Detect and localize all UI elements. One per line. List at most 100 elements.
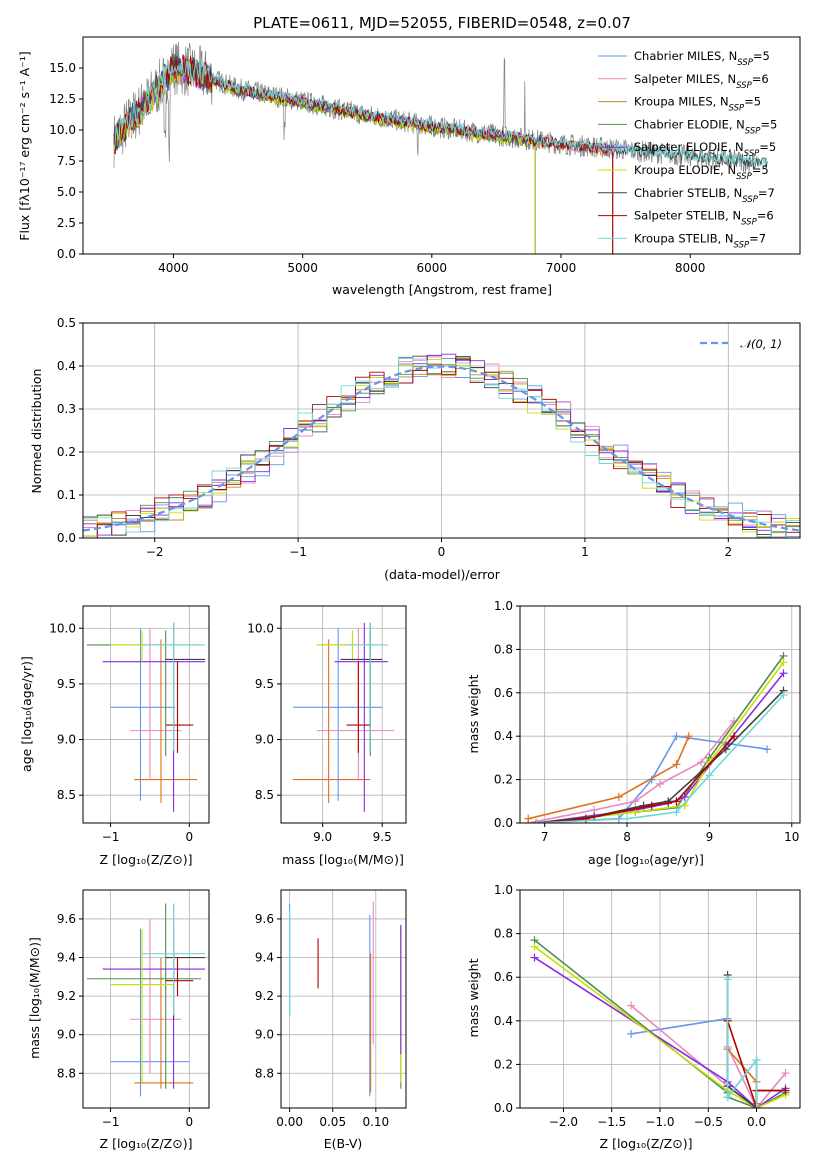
weight-vs-Z-ytick-label: 0.0 (494, 1101, 513, 1115)
age-vs-mass-ytick-label: 10.0 (247, 621, 274, 635)
spectrum-ytick-label: 2.5 (57, 216, 76, 230)
weight-vs-Z-ylabel: mass weight (466, 958, 481, 1037)
weight-vs-age-frame (519, 605, 801, 824)
legend-subscript: SSP (742, 195, 758, 205)
age-vs-mass-xlabel: mass [log₁₀(M/M⊙)] (282, 852, 404, 867)
mass-vs-Z-ytick-label: 9.6 (57, 912, 76, 926)
weight-vs-age-ytick-label: 0.2 (494, 773, 513, 787)
weight-vs-Z-xtick-label: −1.5 (597, 1115, 626, 1129)
weight-vs-Z-xtick-label: −2.0 (549, 1115, 578, 1129)
mass-vs-EBV-ytick-label: 8.8 (255, 1066, 274, 1080)
weight-series-3 (536, 655, 785, 823)
weight-vs-Z-ytick-label: 0.2 (494, 1057, 513, 1071)
mass-vs-EBV-panel: E(B-V) 0.00 0.05 0.10 8.8 9.0 9.2 9.4 9.6 (255, 889, 407, 1151)
residuals-xtick-label: −2 (146, 545, 164, 559)
weight-vs-age-ytick-label: 0.6 (494, 686, 513, 700)
legend-count: =5 (759, 140, 776, 154)
mass-vs-Z-ytick-label: 9.4 (57, 951, 76, 965)
spectrum-ytick-label: 15.0 (49, 61, 76, 75)
legend-count: =5 (760, 117, 777, 131)
legend-subscript: SSP (737, 58, 753, 68)
mass-vs-EBV-ytick-label: 9.2 (255, 989, 274, 1003)
spectrum-ytick-label: 5.0 (57, 185, 76, 199)
weight-vs-age-xtick-label: 10 (784, 830, 799, 844)
legend-entry: Chabrier STELIB, NSSP=7 (634, 186, 775, 205)
legend-entry: Salpeter MILES, NSSP=6 (634, 72, 769, 91)
age-vs-Z-ytick-label: 9.5 (57, 677, 76, 691)
spectrum-xtick-label: 5000 (287, 261, 318, 275)
residuals-frame (82, 322, 801, 539)
mass-vs-EBV-ytick-label: 9.6 (255, 912, 274, 926)
weight-vs-Z-panel: Z [log₁₀(Z/Z⊙)] mass weight −2.0 −1.5 −1.0… (466, 883, 801, 1151)
residuals-ytick-label: 0.2 (57, 445, 76, 459)
model-series-8 (113, 58, 768, 167)
residuals-ytick-label: 0.5 (57, 316, 76, 330)
weight-series-8 (726, 979, 758, 1108)
weight-vs-age-ytick-label: 0.8 (494, 642, 513, 656)
spectrum-xtick-label: 4000 (158, 261, 189, 275)
residuals-ylabel: Normed distribution (29, 369, 44, 494)
residual-histogram-4 (83, 353, 800, 538)
weight-vs-age-xtick-label: 7 (541, 830, 549, 844)
age-vs-Z-plot-area (86, 622, 206, 812)
residuals-ytick-label: 0.0 (57, 531, 76, 545)
spectrum-xtick-label: 6000 (417, 261, 448, 275)
weight-vs-age-ytick-label: 0.4 (494, 729, 513, 743)
age-vs-Z-ytick-label: 9.0 (57, 733, 76, 747)
weight-vs-Z-xtick-label: −1.0 (645, 1115, 674, 1129)
mass-vs-Z-ytick-label: 9.0 (57, 1028, 76, 1042)
weight-vs-Z-xlabel: Z [log₁₀(Z/Z⊙)] (600, 1136, 693, 1151)
weight-series-2 (528, 735, 690, 820)
weight-series-5 (536, 661, 785, 823)
legend-count: =6 (752, 72, 769, 86)
legend-entry: Chabrier MILES, NSSP=5 (634, 49, 770, 68)
weight-vs-age-xtick-label: 9 (706, 830, 714, 844)
age-vs-Z-panel: Z [log₁₀(Z/Z⊙)] age [log₁₀(age/yr)] −1 0 8… (19, 605, 210, 867)
legend-subscript: SSP (736, 172, 752, 182)
mass-vs-EBV-ytick-label: 9.4 (255, 951, 274, 965)
weight-vs-age-xtick-label: 8 (623, 830, 631, 844)
age-vs-mass-xtick-label: 9.5 (373, 830, 392, 844)
weight-vs-age-ylabel: mass weight (466, 674, 481, 753)
age-vs-Z-xtick-label: 0 (185, 830, 193, 844)
weight-vs-Z-xtick-label: 0.0 (747, 1115, 766, 1129)
residuals-ytick-label: 0.1 (57, 488, 76, 502)
mass-vs-Z-xtick-label: −1 (102, 1115, 120, 1129)
legend-subscript: SSP (734, 240, 750, 250)
legend-count: =7 (749, 231, 766, 245)
mass-vs-Z-ytick-label: 8.8 (57, 1066, 76, 1080)
residuals-panel: (data-model)/error Normed distribution −… (29, 316, 801, 582)
legend-subscript: SSP (729, 104, 745, 114)
age-vs-mass-plot-area (292, 622, 395, 812)
mass-vs-EBV-plot-area (289, 901, 402, 1097)
weight-vs-Z-xtick-label: −0.5 (694, 1115, 723, 1129)
spectrum-ytick-label: 0.0 (57, 247, 76, 261)
legend-count: =7 (758, 186, 775, 200)
mass-vs-Z-ylabel: mass [log₁₀(M/M⊙)] (27, 937, 42, 1059)
mass-vs-Z-xtick-label: 0 (185, 1115, 193, 1129)
mass-vs-EBV-xlabel: E(B-V) (324, 1136, 363, 1151)
mass-vs-Z-xlabel: Z [log₁₀(Z/Z⊙)] (100, 1136, 193, 1151)
residuals-xtick-label: 2 (724, 545, 732, 559)
legend-count: =5 (752, 163, 769, 177)
mass-vs-Z-ytick-label: 9.2 (57, 989, 76, 1003)
normal-reference-curve (83, 365, 800, 532)
mass-vs-Z-panel: Z [log₁₀(Z/Z⊙)] mass [log₁₀(M/M⊙)] −1 0 8.… (27, 889, 210, 1151)
weight-vs-Z-ytick-label: 0.4 (494, 1014, 513, 1028)
weight-series-4 (534, 956, 786, 1108)
age-vs-Z-xlabel: Z [log₁₀(Z/Z⊙)] (100, 852, 193, 867)
spectrum-panel: PLATE=0611, MJD=52055, FIBERID=0548, z=0… (17, 14, 801, 297)
weight-series-5 (534, 946, 786, 1108)
mass-vs-EBV-xtick-label: 0.05 (319, 1115, 346, 1129)
legend-entry: Chabrier ELODIE, NSSP=5 (634, 117, 777, 136)
mass-vs-Z-frame (82, 889, 210, 1109)
residuals-ytick-label: 0.3 (57, 402, 76, 416)
model-series-7 (113, 54, 613, 156)
age-vs-mass-ytick-label: 9.0 (255, 733, 274, 747)
legend-subscript: SSP (736, 81, 752, 91)
weight-vs-age-xlabel: age [log₁₀(age/yr)] (588, 852, 704, 867)
age-vs-Z-ylabel: age [log₁₀(age/yr)] (19, 656, 34, 772)
age-vs-mass-frame (280, 605, 407, 824)
legend-count: =6 (757, 209, 774, 223)
